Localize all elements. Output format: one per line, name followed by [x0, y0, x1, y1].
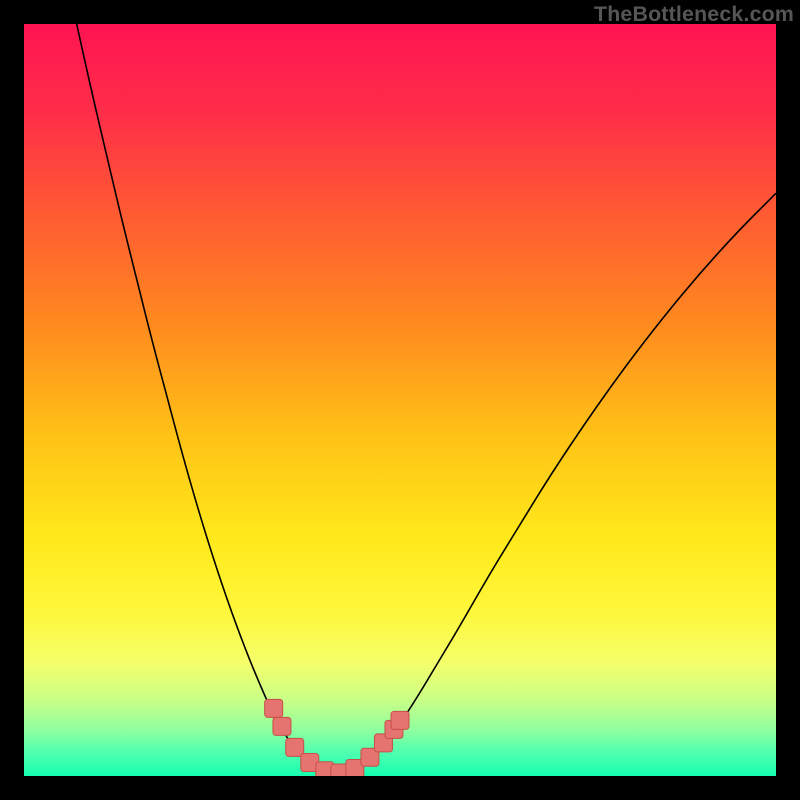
plot-area — [24, 24, 776, 776]
watermark-text: TheBottleneck.com — [594, 2, 794, 27]
chart-frame: TheBottleneck.com — [0, 0, 800, 800]
marker-point — [273, 717, 291, 735]
marker-point — [265, 699, 283, 717]
marker-point — [391, 711, 409, 729]
marker-point — [286, 738, 304, 756]
bottom-markers — [24, 24, 776, 776]
